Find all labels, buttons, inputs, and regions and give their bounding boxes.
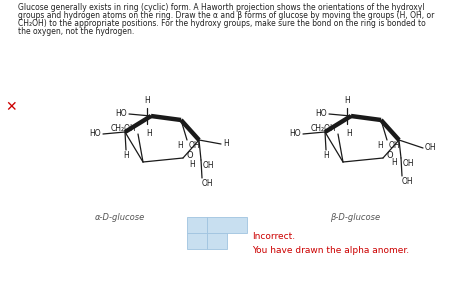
Text: OH: OH [189, 141, 201, 150]
Text: α-D-glucose: α-D-glucose [95, 213, 145, 222]
Text: ✕: ✕ [5, 100, 17, 114]
Text: You have drawn the alpha anomer.: You have drawn the alpha anomer. [252, 246, 409, 255]
Text: Incorrect.: Incorrect. [252, 232, 295, 241]
Text: β-D-glucose: β-D-glucose [330, 213, 380, 222]
Text: OH: OH [425, 144, 437, 152]
Text: H: H [377, 141, 383, 150]
Text: OH: OH [191, 237, 203, 245]
Text: O: O [187, 151, 193, 160]
Text: O: O [387, 151, 393, 160]
Text: H: H [146, 129, 152, 138]
Text: H: H [323, 151, 329, 160]
Text: OH: OH [403, 159, 415, 168]
Text: H: H [346, 129, 352, 138]
Text: HO: HO [90, 130, 101, 138]
Text: CH₂OH: CH₂OH [213, 221, 241, 229]
Text: HO: HO [115, 110, 127, 118]
Text: CH₂OH: CH₂OH [310, 124, 336, 133]
Text: H: H [144, 96, 150, 105]
FancyBboxPatch shape [207, 217, 247, 233]
Text: the oxygen, not the hydrogen.: the oxygen, not the hydrogen. [18, 27, 134, 36]
Text: H: H [123, 151, 129, 160]
Text: H: H [194, 221, 200, 229]
Text: HO: HO [289, 130, 301, 138]
Text: H: H [177, 141, 183, 150]
Text: OH: OH [203, 161, 215, 170]
Text: OH: OH [402, 177, 414, 186]
Text: HO: HO [210, 237, 224, 245]
Text: H: H [344, 96, 350, 105]
FancyBboxPatch shape [187, 233, 207, 249]
Text: CH₂OH) to the appropriate positions. For the hydroxy groups, make sure the bond : CH₂OH) to the appropriate positions. For… [18, 19, 426, 28]
FancyBboxPatch shape [207, 233, 227, 249]
Text: OH: OH [389, 141, 401, 150]
Text: H: H [189, 160, 195, 169]
Text: H: H [223, 140, 229, 148]
Text: groups and hydrogen atoms on the ring. Draw the α and β forms of glucose by movi: groups and hydrogen atoms on the ring. D… [18, 11, 434, 20]
Text: OH: OH [202, 179, 214, 188]
Text: CH₂OH: CH₂OH [110, 124, 136, 133]
FancyBboxPatch shape [187, 217, 207, 233]
Text: Glucose generally exists in ring (cyclic) form. A Haworth projection shows the o: Glucose generally exists in ring (cyclic… [18, 3, 425, 12]
Text: H: H [391, 158, 397, 167]
Text: HO: HO [315, 110, 327, 118]
